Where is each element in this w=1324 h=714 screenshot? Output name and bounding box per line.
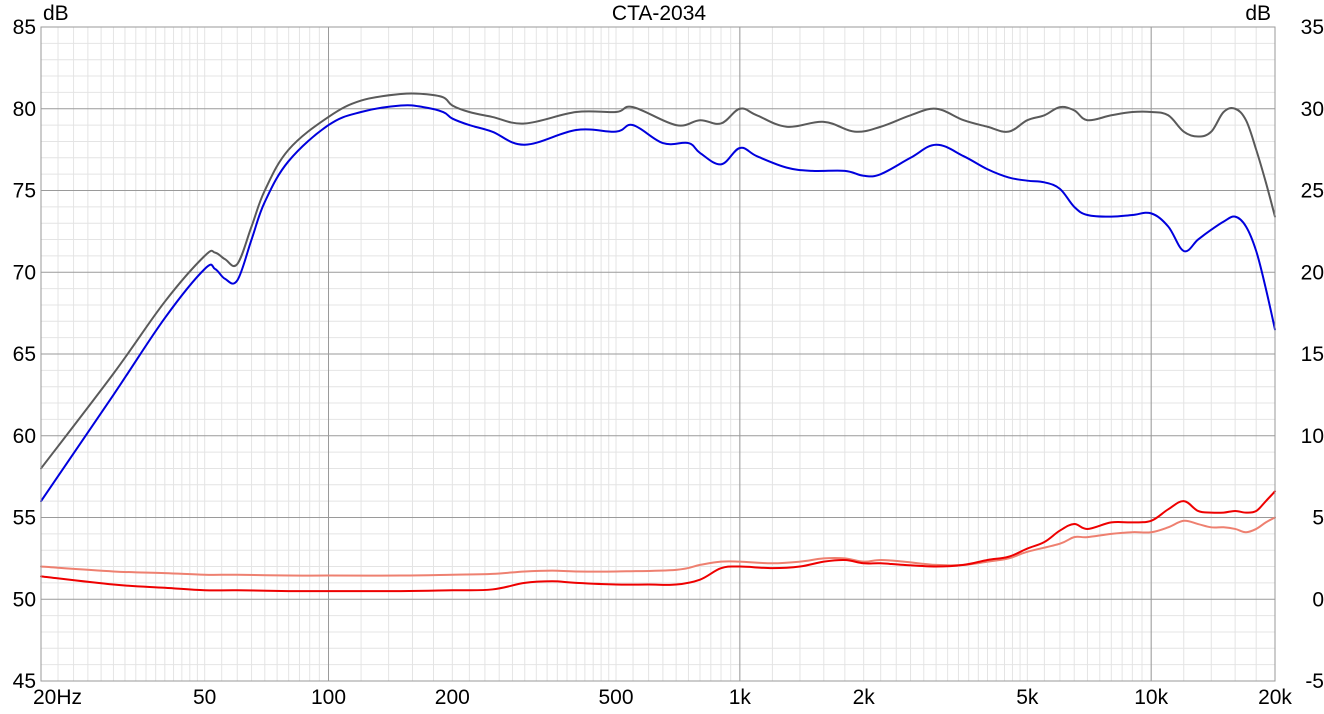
y-right-tick-label: 5 [1312,507,1324,530]
y-right-tick-label: 35 [1301,16,1324,39]
x-tick-label: 10k [1134,686,1168,709]
y-right-axis-label: dB [1245,2,1271,25]
x-tick-label: 20Hz [33,686,82,709]
y-right-tick-label: 0 [1312,588,1324,611]
x-tick-label: 200 [435,686,470,709]
y-left-tick-label: 80 [13,98,36,121]
series-layer [40,92,1276,593]
y-right-tick-labels: -5 0 5 10 15 20 25 30 35 [1301,16,1324,693]
x-tick-label: 2k [853,686,876,709]
y-left-tick-label: 55 [13,507,36,530]
chart-title: CTA-2034 [612,2,706,25]
y-left-tick-label: 85 [13,16,36,39]
x-tick-label: 5k [1016,686,1039,709]
y-right-tick-label: 10 [1301,425,1324,448]
series-line-1 [40,92,1276,470]
y-left-tick-labels: 45 50 55 60 65 70 75 80 85 [13,16,36,693]
x-tick-label: 50 [193,686,216,709]
y-left-tick-label: 65 [13,343,36,366]
y-left-tick-label: 60 [13,425,36,448]
x-tick-label: 1k [729,686,752,709]
y-right-tick-label: 25 [1301,180,1324,203]
x-tick-label: 100 [311,686,346,709]
series-line-2 [40,104,1276,503]
y-left-tick-label: 75 [13,180,36,203]
y-left-tick-label: 70 [13,261,36,284]
plot-frame [40,26,1276,682]
y-right-tick-label: 30 [1301,98,1324,121]
series-line-3 [40,516,1276,577]
y-right-tick-label: 15 [1301,343,1324,366]
x-tick-label: 500 [598,686,633,709]
x-tick-labels: 20Hz 50 100 200 500 1k 2k 5k 10k 20k [33,686,1292,709]
y-left-tick-label: 45 [13,670,36,693]
x-tick-label: 20k [1258,686,1292,709]
y-right-tick-label: -5 [1305,670,1324,693]
y-left-tick-label: 50 [13,588,36,611]
y-left-axis-label: dB [43,2,69,25]
series-line-4 [40,490,1276,593]
y-right-tick-label: 20 [1301,261,1324,284]
